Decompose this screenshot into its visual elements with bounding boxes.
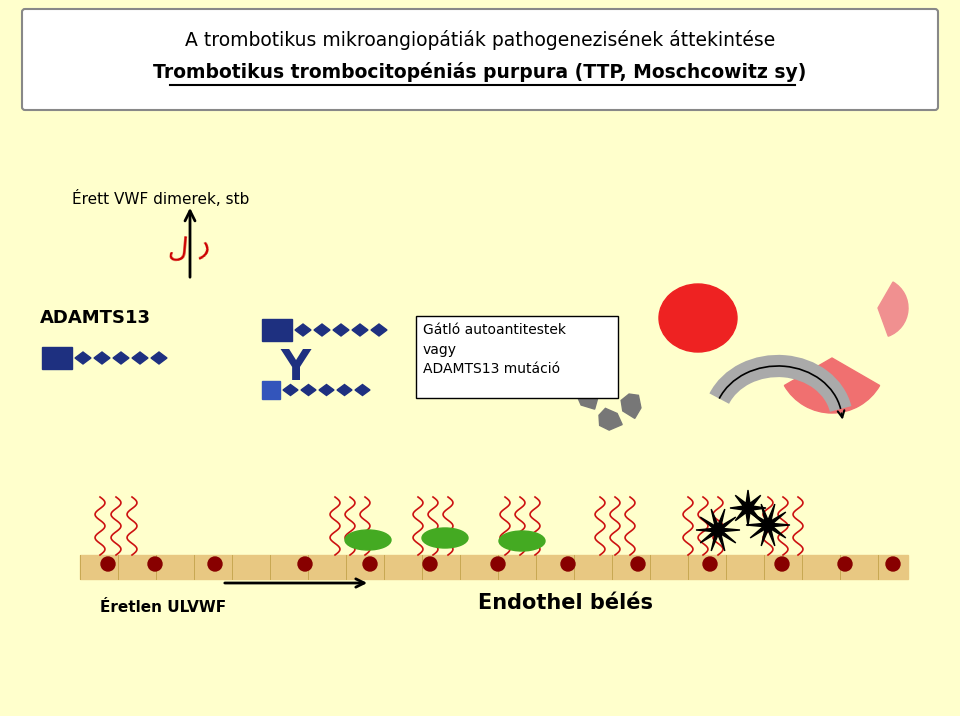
Circle shape — [298, 557, 312, 571]
FancyBboxPatch shape — [22, 9, 938, 110]
Ellipse shape — [499, 531, 545, 551]
Bar — [262, 381, 280, 399]
Text: Trombotikus trombocitopéniás purpura (TTP, Moschcowitz sy): Trombotikus trombocitopéniás purpura (TT… — [154, 62, 806, 82]
Circle shape — [775, 557, 789, 571]
Text: Gátló autoantitestek
vagy
ADAMTS13 mutáció: Gátló autoantitestek vagy ADAMTS13 mutác… — [423, 323, 566, 376]
Circle shape — [491, 557, 505, 571]
Polygon shape — [746, 504, 790, 546]
Polygon shape — [371, 324, 387, 336]
Circle shape — [561, 557, 575, 571]
Bar — [262, 319, 292, 341]
Polygon shape — [283, 384, 298, 395]
Polygon shape — [301, 384, 316, 395]
Circle shape — [208, 557, 222, 571]
Polygon shape — [730, 490, 766, 526]
Polygon shape — [319, 384, 334, 395]
Ellipse shape — [659, 284, 737, 352]
Circle shape — [838, 557, 852, 571]
Polygon shape — [75, 352, 91, 364]
Circle shape — [423, 557, 437, 571]
Text: ADAMTS13: ADAMTS13 — [40, 309, 151, 327]
FancyBboxPatch shape — [416, 316, 618, 398]
Text: Érett VWF dimerek, stb: Érett VWF dimerek, stb — [72, 190, 250, 206]
Circle shape — [703, 557, 717, 571]
Polygon shape — [295, 324, 311, 336]
Polygon shape — [132, 352, 148, 364]
Polygon shape — [352, 324, 368, 336]
Polygon shape — [94, 352, 110, 364]
Polygon shape — [337, 384, 352, 395]
Text: Y: Y — [280, 347, 310, 389]
Polygon shape — [355, 384, 370, 395]
Text: ل: ل — [167, 233, 189, 263]
Polygon shape — [577, 386, 598, 409]
Circle shape — [148, 557, 162, 571]
Polygon shape — [333, 324, 349, 336]
Ellipse shape — [345, 530, 391, 550]
Wedge shape — [784, 358, 879, 413]
Circle shape — [886, 557, 900, 571]
Text: Éretlen ULVWF: Éretlen ULVWF — [100, 601, 227, 616]
Circle shape — [101, 557, 115, 571]
Text: Endothel bélés: Endothel bélés — [478, 593, 653, 613]
Polygon shape — [151, 352, 167, 364]
Ellipse shape — [422, 528, 468, 548]
Polygon shape — [621, 394, 641, 418]
Circle shape — [363, 557, 377, 571]
Bar — [42, 347, 72, 369]
Circle shape — [631, 557, 645, 571]
Wedge shape — [878, 282, 908, 337]
Text: A trombotikus mikroangiopátiák pathogenezisének áttekintése: A trombotikus mikroangiopátiák pathogene… — [185, 30, 775, 50]
Bar — [80, 555, 908, 579]
Polygon shape — [696, 509, 740, 551]
Polygon shape — [314, 324, 330, 336]
Text: ر: ر — [191, 230, 213, 261]
Polygon shape — [113, 352, 129, 364]
Polygon shape — [599, 408, 622, 430]
